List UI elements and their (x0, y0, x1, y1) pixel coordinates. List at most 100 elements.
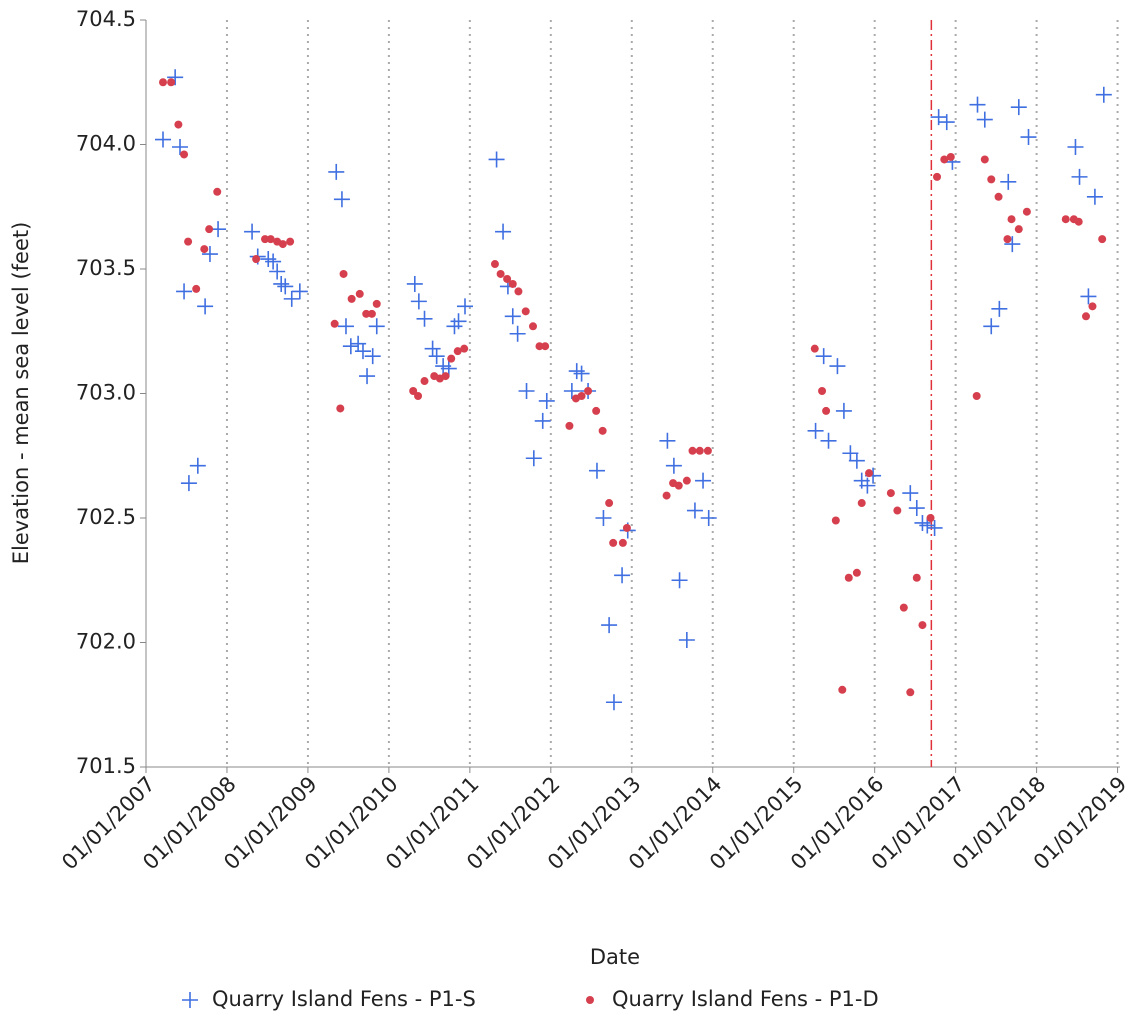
point (525, 450, 542, 467)
point (252, 255, 261, 264)
point (859, 477, 876, 494)
point (261, 235, 270, 244)
point (333, 191, 350, 208)
point (269, 263, 286, 280)
point (518, 383, 535, 400)
point (1095, 86, 1112, 103)
point (176, 283, 193, 300)
point (983, 318, 1000, 335)
point (588, 462, 605, 479)
point (456, 298, 473, 315)
point (364, 348, 381, 365)
point (514, 287, 523, 296)
point (665, 457, 682, 474)
point (662, 491, 671, 500)
point (969, 96, 986, 113)
point (521, 307, 530, 316)
point (938, 114, 955, 131)
point (622, 523, 631, 532)
point (818, 387, 827, 396)
point (447, 354, 456, 363)
point (991, 300, 1008, 317)
point (918, 621, 927, 630)
point (339, 269, 348, 278)
point (674, 481, 683, 490)
point (197, 298, 214, 315)
point (899, 603, 908, 612)
point (972, 391, 981, 400)
point (450, 313, 467, 330)
point (1000, 173, 1017, 190)
point (184, 237, 193, 246)
point (852, 568, 861, 577)
point (987, 175, 996, 184)
point (912, 573, 921, 582)
point (584, 387, 593, 396)
point (460, 344, 469, 353)
point (695, 472, 712, 489)
point (563, 383, 580, 400)
point (930, 109, 947, 126)
point (815, 348, 832, 365)
point (577, 391, 586, 400)
point (416, 310, 433, 327)
point (337, 318, 354, 335)
point (946, 152, 955, 161)
point (1061, 215, 1070, 224)
point (291, 283, 308, 300)
point (926, 514, 935, 522)
x-axis-title: Date (590, 945, 640, 969)
y-tick-label: 702.5 (76, 505, 136, 529)
point (428, 348, 445, 365)
point (488, 151, 505, 168)
point (503, 274, 512, 283)
point (835, 402, 852, 419)
point (535, 342, 544, 351)
legend-label: Quarry Island Fens - P1-S (212, 987, 476, 1011)
point (598, 426, 607, 435)
point (172, 138, 189, 155)
point (286, 237, 295, 246)
point (601, 617, 618, 634)
point (609, 538, 618, 547)
point (496, 269, 505, 278)
point (976, 111, 993, 128)
point (409, 387, 418, 396)
point (820, 432, 837, 449)
point (424, 340, 441, 357)
point (1007, 215, 1016, 224)
point (1010, 99, 1027, 116)
point (192, 284, 201, 293)
legend-marker (182, 992, 198, 1008)
point (277, 278, 294, 295)
point (1098, 235, 1107, 244)
point (495, 223, 512, 240)
point (807, 422, 824, 439)
point (1020, 129, 1037, 146)
point (330, 319, 339, 328)
y-tick-label: 704.5 (76, 7, 136, 31)
y-axis-title: Elevation - mean sea level (feet) (9, 222, 33, 565)
point (902, 485, 919, 502)
point (1071, 168, 1088, 185)
point (406, 275, 423, 292)
point (159, 78, 168, 87)
point (838, 685, 847, 694)
point (342, 338, 359, 355)
y-tick-label: 701.5 (76, 754, 136, 778)
point (618, 538, 627, 547)
point (205, 225, 214, 234)
point (659, 432, 676, 449)
point (362, 309, 371, 318)
point (1004, 236, 1021, 253)
point (347, 294, 356, 303)
point (1074, 217, 1083, 226)
y-tick-label: 702.0 (76, 630, 136, 654)
point (354, 343, 371, 360)
point (534, 412, 551, 429)
point (1014, 225, 1023, 234)
point (201, 246, 218, 263)
point (180, 475, 197, 492)
point (848, 452, 865, 469)
